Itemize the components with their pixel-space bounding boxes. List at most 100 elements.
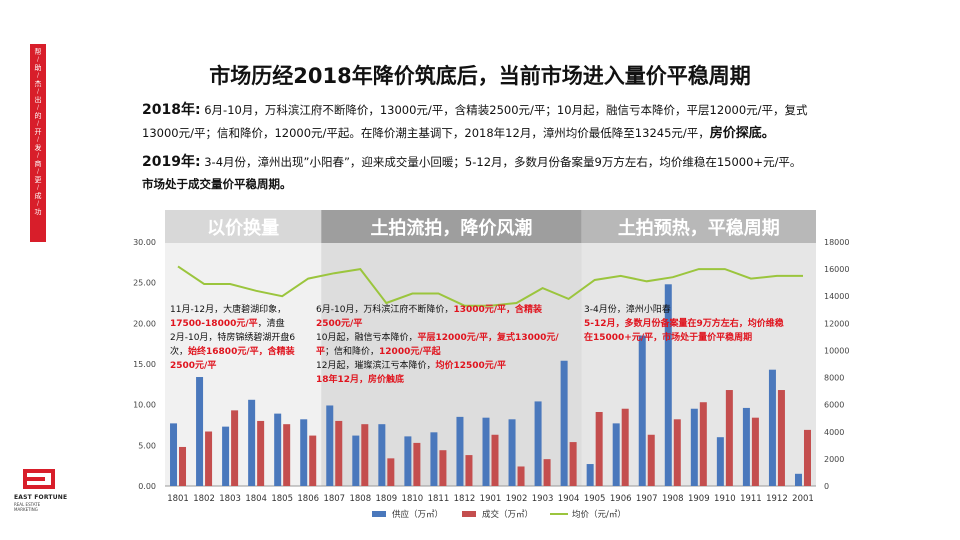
annotation-phase-1: 11月-12月，大唐碧湖印象， 17500-18000元/平，清盘 2月-10月… [170,303,310,373]
annotation-highlight: 5-12月，多数月份备案量在9万方左右，均价维稳 [584,319,784,329]
transaction-bar [777,390,785,486]
sidebar-char: 帮 [34,48,42,56]
supply-bar [222,426,230,486]
brand-sidebar: 帮 / 助 / 杰 / 出 / 的 / 开 / 发 / 商 / 更 / 成 / 功 [30,44,46,242]
logo-name: EAST FORTUNE [14,494,68,501]
supply-bar [196,377,204,486]
annotation-text: 3-4月份，漳州小阳春 [584,305,671,315]
annotation-text: ，清盘 [257,319,285,329]
supply-bar [508,419,516,486]
sidebar-separator: / [36,200,40,207]
x-tick-label: 1903 [532,494,554,504]
sidebar-separator: / [36,56,40,63]
phase-area [581,243,816,486]
x-tick-label: 1904 [558,494,580,504]
y-right-tick-label: 4000 [824,428,844,437]
paragraph-cycle: 市场处于成交量价平稳周期。 [142,177,292,191]
y-right-tick-label: 2000 [824,455,844,464]
x-tick-label: 1909 [688,494,710,504]
sidebar-separator: / [36,120,40,127]
sidebar-char: 更 [34,176,42,184]
annotation-highlight: 始终16800元/平，含精装 [188,347,295,357]
annotation-highlight: 17500-18000元/平 [170,319,258,329]
legend-label: 均价（元/㎡） [572,509,626,520]
sidebar-char: 发 [34,144,42,152]
y-left-tick-label: 25.00 [133,279,156,288]
sidebar-char: 的 [34,112,42,120]
transaction-bar [803,429,811,486]
sidebar-char: 成 [34,192,42,200]
phase-band [321,210,582,243]
sidebar-char: 出 [34,96,42,104]
y-right-tick-label: 10000 [824,346,849,355]
sidebar-separator: / [36,168,40,175]
transaction-bar [439,450,447,486]
avg-price-line [177,265,803,307]
phase-area [165,243,322,486]
sidebar-separator: / [36,88,40,95]
transaction-bar [647,434,655,486]
paragraph-2018: 2018年: 6月-10月，万科滨江府不断降价，13000元/平，含精装2500… [142,99,832,145]
x-tick-label: 1809 [376,494,398,504]
annotation-phase-2: 6月-10月，万科滨江府不断降价，13000元/平，含精装 2500元/平 10… [316,303,566,387]
y-left-tick-label: 5.00 [138,441,156,450]
annotation-highlight: 均价12500元/平 [435,361,507,371]
sidebar-char: 商 [34,160,42,168]
supply-bar [456,416,464,486]
transaction-bar [283,424,291,486]
x-tick-label: 1807 [323,494,345,504]
paragraph-2018-bold: 房价探底。 [709,126,775,141]
annotation-text: 12月起，璀璨滨江亏本降价， [316,361,436,371]
year-2019-label: 2019年: [142,154,201,170]
supply-bar [742,407,750,486]
transaction-bar [725,390,733,486]
phase-label: 以价换量 [207,217,279,239]
x-tick-label: 1912 [766,494,788,504]
transaction-bar [231,410,239,486]
x-tick-label: 1811 [428,494,450,504]
x-tick-label: 1804 [245,494,267,504]
transaction-bar [205,431,213,486]
paragraph-2019: 2019年: 3-4月份，漳州出现”小阳春”，迎来成交量小回暖；5-12月，多数… [142,151,832,174]
annotation-highlight: 18年12月，房价触底 [316,375,405,385]
annotation-highlight: 2500元/平 [316,319,363,329]
transaction-bar [491,434,499,486]
x-tick-label: 1808 [349,494,371,504]
annotation-highlight: 13000元/平，含精装 [453,305,543,315]
x-tick-label: 1905 [584,494,606,504]
x-tick-label: 1901 [480,494,502,504]
supply-bar [326,405,334,486]
transaction-bar [387,458,395,486]
y-left-tick-label: 10.00 [133,401,156,410]
phase-band [165,210,322,243]
y-right-tick-label: 14000 [824,292,849,301]
y-left-tick-label: 30.00 [133,238,156,247]
annotation-highlight: 在15000+元/平，市场处于量价平稳周期 [584,333,753,343]
paragraph-2018-text: 6月-10月，万科滨江府不断降价，13000元/平，含精装2500元/平；10月… [142,103,808,140]
transaction-bar [621,408,629,486]
annotation-highlight: 12000元/平起 [379,347,441,357]
y-left-tick-label: 0.00 [138,482,156,491]
supply-bar [352,435,360,486]
annotation-text: 11月-12月，大唐碧湖印象， [170,305,287,315]
x-tick-label: 1802 [193,494,215,504]
x-tick-label: 1911 [740,494,762,504]
phase-label: 土拍流拍，降价风潮 [370,217,532,239]
supply-bar [300,419,308,486]
sidebar-separator: / [36,136,40,143]
x-tick-label: 1902 [506,494,528,504]
supply-bar [638,335,646,486]
x-tick-label: 2001 [792,494,814,504]
y-right-tick-label: 16000 [824,265,849,274]
supply-bar [794,473,802,486]
supply-bar [248,399,256,486]
y-right-tick-label: 12000 [824,319,849,328]
y-left-tick-label: 15.00 [133,360,156,369]
logo-mark-icon [23,469,55,489]
transaction-bar [179,446,187,486]
supply-bar [404,436,412,486]
x-tick-label: 1803 [219,494,241,504]
annotation-text: 次， [170,347,189,357]
sidebar-slogan: 帮 / 助 / 杰 / 出 / 的 / 开 / 发 / 商 / 更 / 成 / 功 [30,48,46,216]
supply-bar [586,464,594,486]
